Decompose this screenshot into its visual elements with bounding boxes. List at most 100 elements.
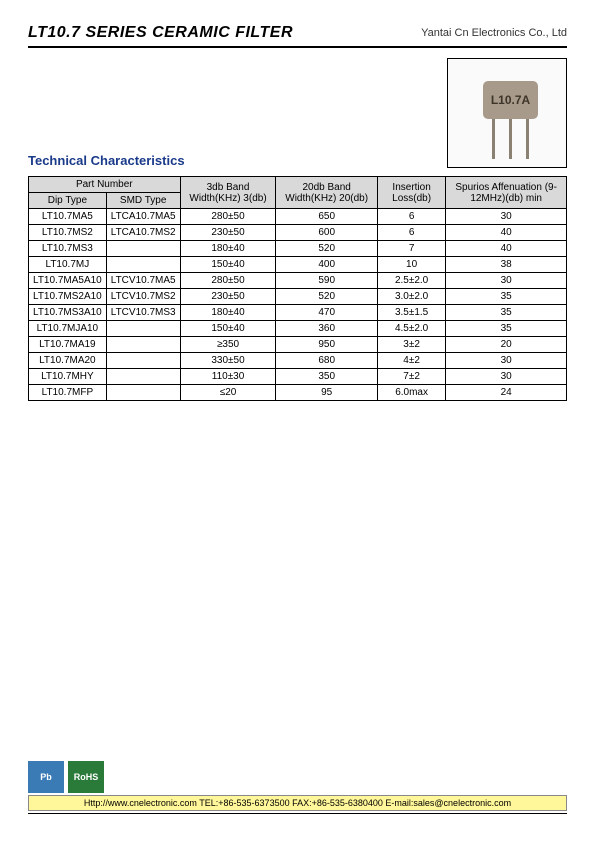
table-cell: LTCV10.7MA5	[106, 273, 180, 289]
col-3db: 3db Band Width(KHz) 3(db)	[180, 177, 276, 209]
page-header: LT10.7 SERIES CERAMIC FILTER Yantai Cn E…	[28, 24, 567, 48]
table-cell: 230±50	[180, 225, 276, 241]
rohs-icon: RoHS	[68, 761, 104, 793]
table-cell: 35	[446, 321, 567, 337]
table-cell: 30	[446, 353, 567, 369]
lead-icon	[526, 119, 529, 159]
table-cell: 95	[276, 385, 377, 401]
footer-contact: Http://www.cnelectronic.com TEL:+86-535-…	[28, 795, 567, 811]
table-row: LT10.7MJA10150±403604.5±2.035	[29, 321, 567, 337]
table-cell: 350	[276, 369, 377, 385]
table-cell: LT10.7MFP	[29, 385, 107, 401]
table-cell: 30	[446, 209, 567, 225]
table-cell	[106, 337, 180, 353]
company-name: Yantai Cn Electronics Co., Ltd	[421, 27, 567, 39]
page-title: LT10.7 SERIES CERAMIC FILTER	[28, 24, 421, 42]
table-cell: 40	[446, 225, 567, 241]
footer-rule	[28, 813, 567, 814]
table-cell	[106, 353, 180, 369]
table-row: LT10.7MS3A10LTCV10.7MS3180±404703.5±1.53…	[29, 305, 567, 321]
table-cell: 400	[276, 257, 377, 273]
col-dip-type: Dip Type	[29, 193, 107, 209]
characteristics-table: Part Number 3db Band Width(KHz) 3(db) 20…	[28, 176, 567, 401]
col-part-number: Part Number	[29, 177, 181, 193]
table-cell: 10	[377, 257, 445, 273]
pb-free-icon: Pb	[28, 761, 64, 793]
table-cell: 2.5±2.0	[377, 273, 445, 289]
table-cell: LT10.7MA5A10	[29, 273, 107, 289]
table-row: LT10.7MA19 ≥3509503±220	[29, 337, 567, 353]
table-cell: 30	[446, 273, 567, 289]
lead-icon	[509, 119, 512, 159]
table-cell: 6.0max	[377, 385, 445, 401]
table-cell: 35	[446, 289, 567, 305]
table-cell: 600	[276, 225, 377, 241]
table-row: LT10.7MS2A10LTCV10.7MS2230±505203.0±2.03…	[29, 289, 567, 305]
table-cell: LT10.7MS2	[29, 225, 107, 241]
table-cell: LT10.7MA5	[29, 209, 107, 225]
table-cell: 3±2	[377, 337, 445, 353]
table-cell	[106, 321, 180, 337]
table-cell: 180±40	[180, 305, 276, 321]
table-cell: LT10.7MJ	[29, 257, 107, 273]
table-cell: 38	[446, 257, 567, 273]
table-cell: 150±40	[180, 257, 276, 273]
footer-logos: Pb RoHS	[28, 761, 567, 793]
table-cell	[106, 241, 180, 257]
table-cell: LT10.7MJA10	[29, 321, 107, 337]
table-cell	[106, 257, 180, 273]
col-smd-type: SMD Type	[106, 193, 180, 209]
table-cell: 6	[377, 225, 445, 241]
table-cell	[106, 385, 180, 401]
table-cell: 4.5±2.0	[377, 321, 445, 337]
table-row: LT10.7MA5LTCA10.7MA5280±50650630	[29, 209, 567, 225]
table-cell: 150±40	[180, 321, 276, 337]
table-cell: 950	[276, 337, 377, 353]
col-20db: 20db Band Width(KHz) 20(db)	[276, 177, 377, 209]
table-cell: 20	[446, 337, 567, 353]
table-cell: 40	[446, 241, 567, 257]
table-cell: ≤20	[180, 385, 276, 401]
table-cell: LT10.7MA20	[29, 353, 107, 369]
table-cell: LT10.7MS2A10	[29, 289, 107, 305]
table-row: LT10.7MA20 330±506804±230	[29, 353, 567, 369]
table-cell: 3.5±1.5	[377, 305, 445, 321]
table-cell: LTCV10.7MS3	[106, 305, 180, 321]
table-cell: 330±50	[180, 353, 276, 369]
table-cell: ≥350	[180, 337, 276, 353]
table-cell: LTCA10.7MA5	[106, 209, 180, 225]
table-cell: 3.0±2.0	[377, 289, 445, 305]
chip-label: L10.7A	[483, 81, 538, 119]
table-cell: 6	[377, 209, 445, 225]
table-cell: 7±2	[377, 369, 445, 385]
table-cell: 280±50	[180, 273, 276, 289]
table-cell: 280±50	[180, 209, 276, 225]
table-cell: 590	[276, 273, 377, 289]
table-cell: LTCA10.7MS2	[106, 225, 180, 241]
table-row: LT10.7MS3 180±40520740	[29, 241, 567, 257]
table-cell: 180±40	[180, 241, 276, 257]
table-cell: 110±30	[180, 369, 276, 385]
table-row: LT10.7MFP≤20956.0max24	[29, 385, 567, 401]
page-footer: Pb RoHS Http://www.cnelectronic.com TEL:…	[28, 761, 567, 814]
lead-icon	[492, 119, 495, 159]
table-row: LT10.7MS2LTCA10.7MS2230±50600640	[29, 225, 567, 241]
table-cell: LT10.7MA19	[29, 337, 107, 353]
table-cell: 7	[377, 241, 445, 257]
table-cell: 4±2	[377, 353, 445, 369]
table-cell: LTCV10.7MS2	[106, 289, 180, 305]
table-row: LT10.7MHY 110±303507±230	[29, 369, 567, 385]
table-cell: LT10.7MS3	[29, 241, 107, 257]
col-spurious: Spurios Affenuation (9-12MHz)(db) min	[446, 177, 567, 209]
table-cell: 650	[276, 209, 377, 225]
table-cell: 30	[446, 369, 567, 385]
table-cell: 680	[276, 353, 377, 369]
table-cell: LT10.7MHY	[29, 369, 107, 385]
table-row: LT10.7MJ 150±404001038	[29, 257, 567, 273]
table-cell: 520	[276, 289, 377, 305]
table-cell: 520	[276, 241, 377, 257]
product-photo: L10.7A	[447, 58, 567, 168]
table-cell: 35	[446, 305, 567, 321]
col-insertion: Insertion Loss(db)	[377, 177, 445, 209]
table-cell: 230±50	[180, 289, 276, 305]
